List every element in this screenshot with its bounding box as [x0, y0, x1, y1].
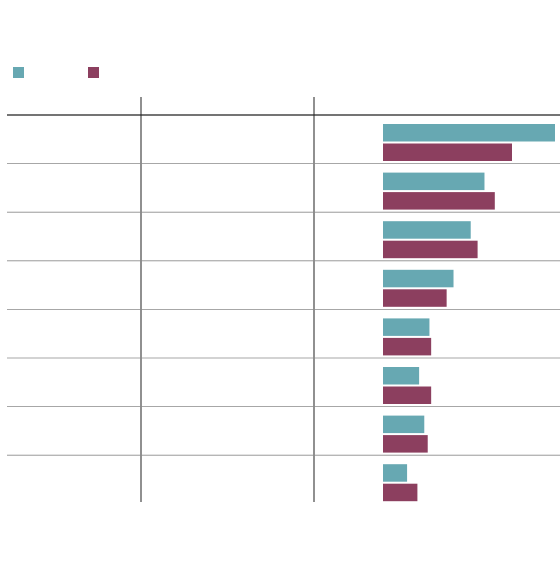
bar-row-7-series-2 — [383, 435, 428, 453]
bar-row-4-series-1 — [383, 269, 454, 288]
bar-row-2-series-2 — [383, 192, 495, 210]
bar-row-6-series-1 — [383, 367, 420, 385]
legend-swatch-series-1 — [13, 67, 24, 78]
bar-row-3-series-1 — [383, 221, 471, 239]
table-grid — [7, 97, 560, 502]
bar-row-3-series-2 — [383, 240, 478, 259]
bar-row-5-series-1 — [383, 318, 430, 336]
bar-row-1-series-1 — [383, 124, 555, 142]
legend-swatch-series-2 — [88, 67, 99, 78]
legend — [13, 67, 99, 78]
bars-group — [383, 124, 555, 502]
bar-row-8-series-1 — [383, 464, 408, 482]
bar-row-8-series-2 — [383, 483, 418, 502]
bar-row-4-series-2 — [383, 289, 447, 307]
bar-row-1-series-2 — [383, 143, 512, 161]
bar-row-2-series-1 — [383, 172, 485, 191]
bar-row-5-series-2 — [383, 337, 432, 356]
bar-row-7-series-1 — [383, 415, 425, 434]
bar-row-6-series-2 — [383, 386, 432, 404]
